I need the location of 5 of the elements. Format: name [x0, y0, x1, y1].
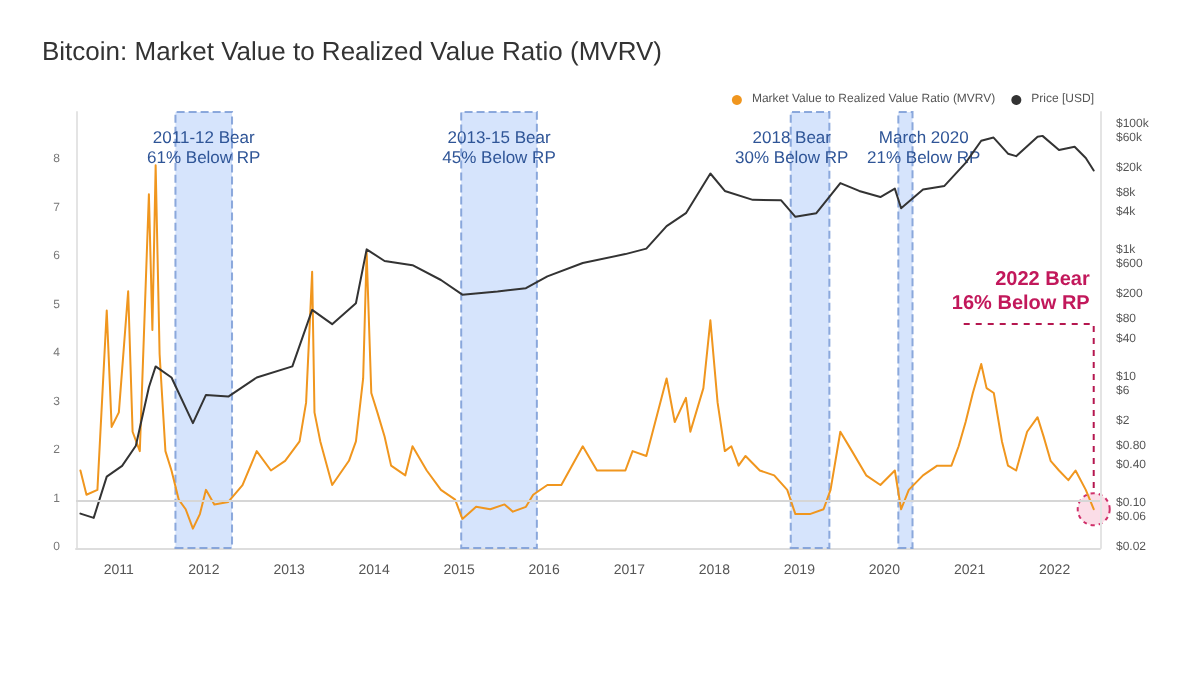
band-label: 2013-15 Bear 45% Below RP — [442, 127, 557, 167]
annotation: 2022 Bear 16% Below RP — [951, 269, 1091, 315]
band-label: 2018 Bear 30% Below RP — [735, 127, 850, 167]
chart-title: Bitcoin: Market Value to Realized Value Ratio (MVRV) — [42, 36, 662, 66]
band-label: 2011-12 Bear 61% Below RP — [147, 127, 262, 167]
